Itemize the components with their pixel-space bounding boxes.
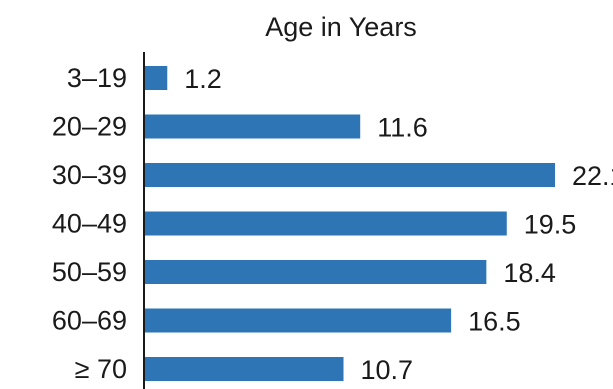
bars-layer bbox=[145, 66, 555, 381]
category-label-3: 40–49 bbox=[52, 209, 127, 239]
category-label-5: 60–69 bbox=[52, 306, 127, 336]
category-label-1: 20–29 bbox=[52, 112, 127, 142]
value-label-0: 1.2 bbox=[184, 64, 222, 94]
category-label-2: 30–39 bbox=[52, 160, 127, 190]
value-labels: 1.2 11.6 22.1 19.5 18.4 16.5 10.7 bbox=[184, 64, 613, 385]
bar-1 bbox=[145, 114, 361, 139]
bar-2 bbox=[145, 163, 555, 187]
value-label-3: 19.5 bbox=[524, 210, 577, 240]
bar-6 bbox=[145, 357, 344, 381]
bar-4 bbox=[145, 260, 487, 284]
category-label-0: 3–19 bbox=[67, 63, 127, 93]
value-label-6: 10.7 bbox=[361, 355, 414, 385]
bar-5 bbox=[145, 308, 452, 333]
category-label-6: ≥ 70 bbox=[75, 354, 127, 384]
value-label-2: 22.1 bbox=[572, 161, 613, 191]
value-label-5: 16.5 bbox=[468, 307, 521, 337]
category-labels: 3–19 20–29 30–39 40–49 50–59 60–69 ≥ 70 bbox=[52, 63, 127, 384]
value-label-1: 11.6 bbox=[377, 113, 428, 143]
category-label-4: 50–59 bbox=[52, 257, 127, 287]
chart-title: Age in Years bbox=[265, 12, 417, 42]
bar-3 bbox=[145, 211, 507, 236]
value-label-4: 18.4 bbox=[503, 258, 556, 288]
bar-0 bbox=[145, 66, 168, 90]
